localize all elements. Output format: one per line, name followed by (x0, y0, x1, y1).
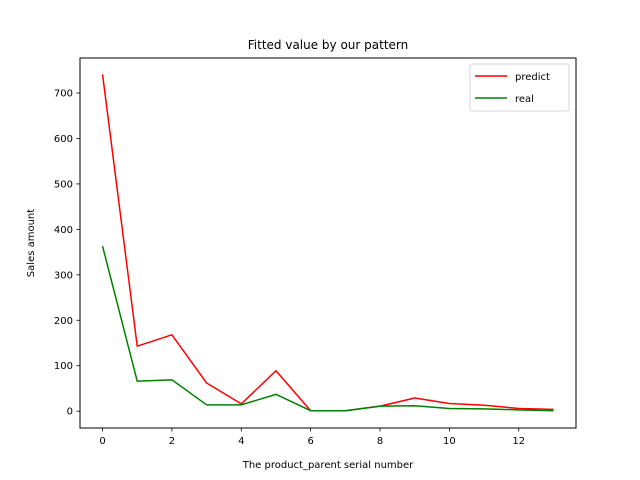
y-tick-label: 100 (54, 361, 73, 372)
legend-label-real: real (515, 94, 534, 105)
y-tick-label: 200 (54, 316, 73, 327)
y-tick-label: 0 (67, 407, 73, 418)
y-tick-label: 500 (54, 179, 73, 190)
legend-label-predict: predict (515, 72, 550, 83)
y-axis-ticks: 0 100 200 300 400 500 600 700 (54, 89, 80, 418)
chart-title: Fitted value by our pattern (248, 38, 409, 52)
x-axis-label: The product_parent serial number (242, 460, 414, 471)
series-line-real (101, 245, 554, 412)
plot-frame (79, 57, 577, 429)
y-axis-label: Sales amount (26, 209, 37, 277)
x-tick-label: 0 (99, 436, 105, 447)
x-tick-label: 2 (169, 436, 175, 447)
x-tick-label: 6 (307, 436, 313, 447)
y-tick-label: 300 (54, 270, 73, 281)
x-axis-ticks: 0 2 4 6 8 10 12 (99, 428, 525, 447)
x-tick-label: 10 (443, 436, 456, 447)
x-tick-label: 8 (377, 436, 383, 447)
y-tick-label: 600 (54, 134, 73, 145)
y-tick-label: 700 (54, 89, 73, 100)
plot-series-group (101, 74, 554, 412)
legend: predict real (469, 63, 570, 112)
x-tick-label: 12 (512, 436, 525, 447)
x-tick-label: 4 (238, 436, 244, 447)
y-tick-label: 400 (54, 225, 73, 236)
